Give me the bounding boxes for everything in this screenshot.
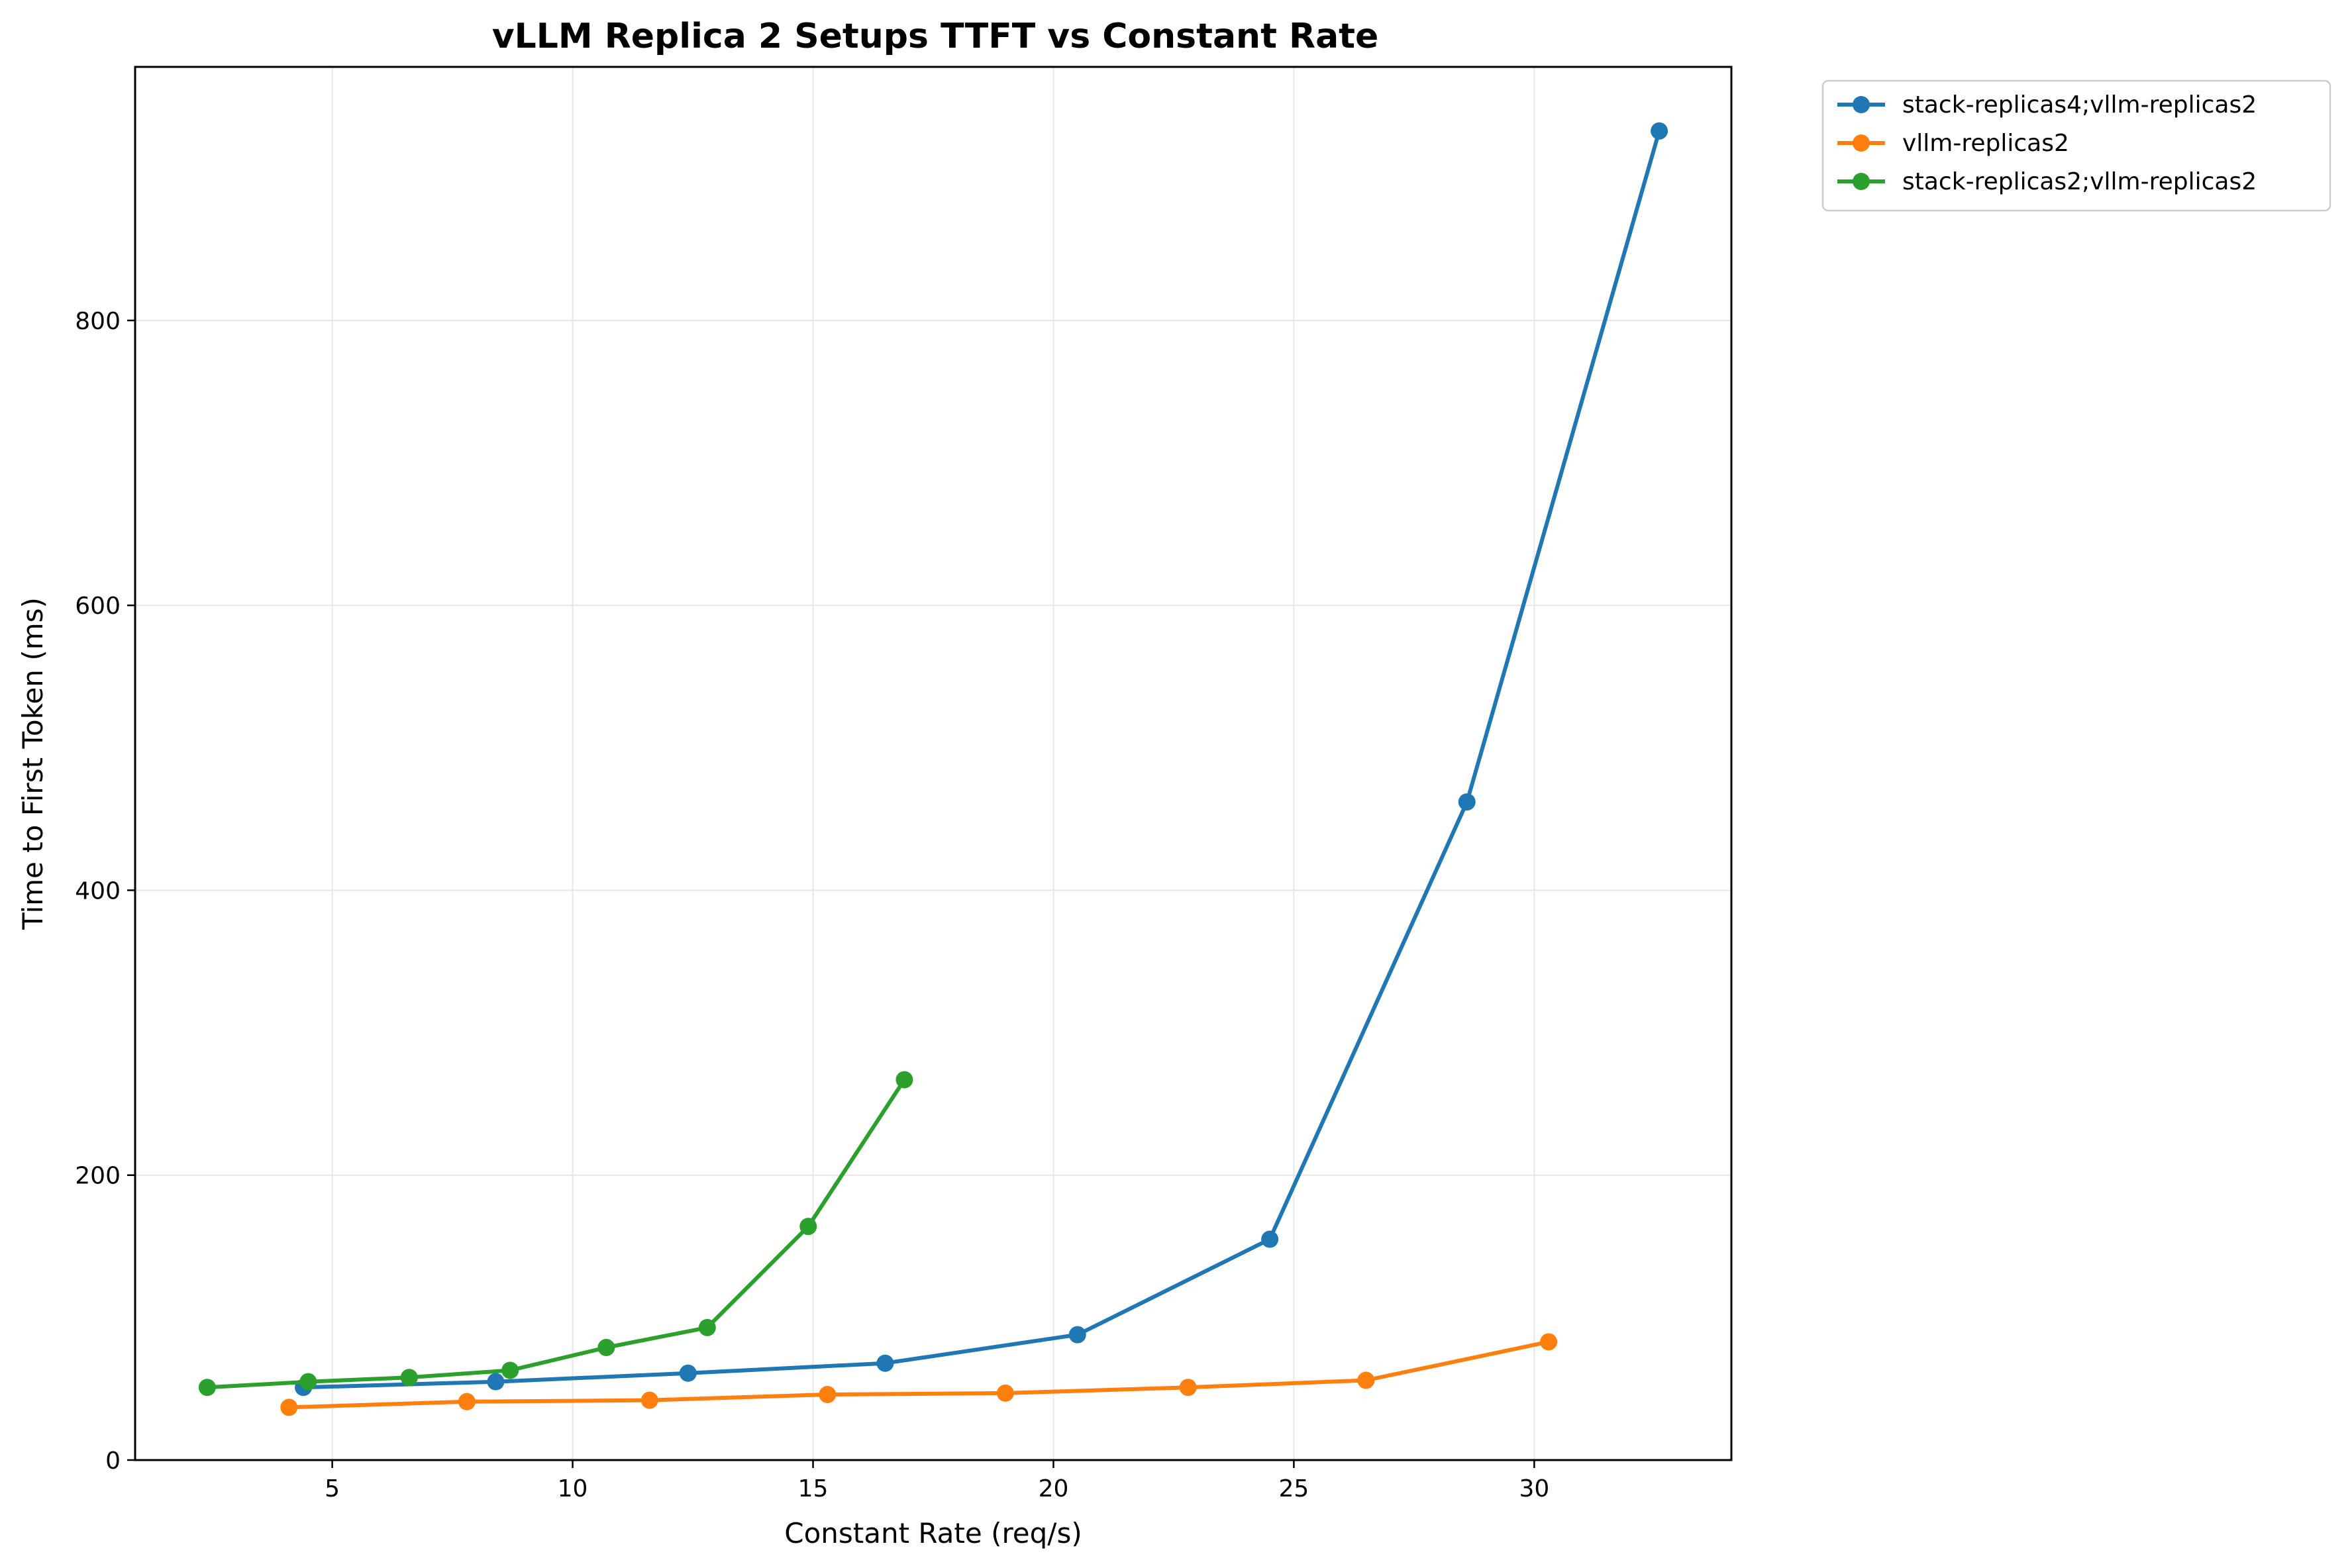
legend-item: vllm-replicas2: [1837, 130, 2069, 157]
data-point: [819, 1386, 837, 1404]
legend: stack-replicas4;vllm-replicas2 vllm-repli…: [1821, 79, 2331, 212]
data-point: [597, 1339, 615, 1357]
data-point: [698, 1318, 716, 1336]
data-point: [1458, 793, 1476, 811]
legend-box: [1821, 79, 2331, 212]
series-line: [301, 128, 1662, 1390]
y-axis-label: Time to First Token (ms): [17, 597, 49, 930]
data-point: [1179, 1379, 1197, 1396]
data-point: [1261, 1230, 1279, 1248]
x-tick-label: 10: [558, 1475, 588, 1502]
y-tick-label: 800: [75, 308, 121, 335]
grid: [135, 67, 1731, 1461]
x-tick-label: 25: [1279, 1475, 1309, 1502]
legend-marker: [1853, 134, 1870, 152]
y-tick-label: 400: [75, 877, 121, 905]
series-1: [280, 1333, 1558, 1416]
legend-item: stack-replicas2;vllm-replicas2: [1837, 168, 2257, 195]
data-point: [487, 1373, 505, 1391]
data-point: [1357, 1371, 1375, 1389]
chart-title: vLLM Replica 2 Setups TTFT vs Constant R…: [492, 17, 1379, 56]
data-point: [400, 1369, 418, 1387]
x-tick-label: 15: [798, 1475, 829, 1502]
x-tick-label: 5: [325, 1475, 340, 1502]
legend-marker: [1853, 173, 1870, 190]
x-axis-ticks: 5 10 15 20 25 30: [325, 1460, 1549, 1502]
data-point: [640, 1391, 658, 1409]
data-point: [280, 1398, 298, 1416]
x-tick-label: 30: [1519, 1475, 1549, 1502]
series-line: [205, 1077, 907, 1390]
y-tick-label: 0: [105, 1447, 121, 1475]
series-2: [198, 1071, 913, 1396]
data-point: [679, 1364, 697, 1382]
data-point: [895, 1071, 913, 1089]
series-line: [287, 1340, 1551, 1410]
y-axis-ticks: 0 200 400 600 800: [75, 308, 135, 1475]
legend-marker: [1853, 96, 1870, 113]
series-layer: [198, 122, 1668, 1416]
data-point: [458, 1393, 476, 1410]
legend-item: stack-replicas4;vllm-replicas2: [1837, 91, 2257, 119]
data-point: [299, 1373, 317, 1391]
legend-label: stack-replicas4;vllm-replicas2: [1902, 91, 2257, 119]
plot-frame: [134, 66, 1733, 1461]
data-point: [876, 1354, 894, 1372]
x-tick-label: 20: [1039, 1475, 1069, 1502]
data-point: [799, 1218, 817, 1236]
data-point: [996, 1384, 1014, 1402]
data-point: [1068, 1326, 1086, 1344]
data-point: [501, 1361, 519, 1379]
x-axis-label: Constant Rate (req/s): [784, 1517, 1082, 1549]
legend-label: stack-replicas2;vllm-replicas2: [1902, 168, 2257, 195]
legend-label: vllm-replicas2: [1902, 130, 2069, 157]
data-point: [1540, 1333, 1558, 1351]
data-point: [198, 1379, 216, 1396]
y-tick-label: 200: [75, 1163, 121, 1190]
series-0: [295, 122, 1668, 1396]
y-tick-label: 600: [75, 593, 121, 620]
data-point: [1651, 122, 1668, 140]
